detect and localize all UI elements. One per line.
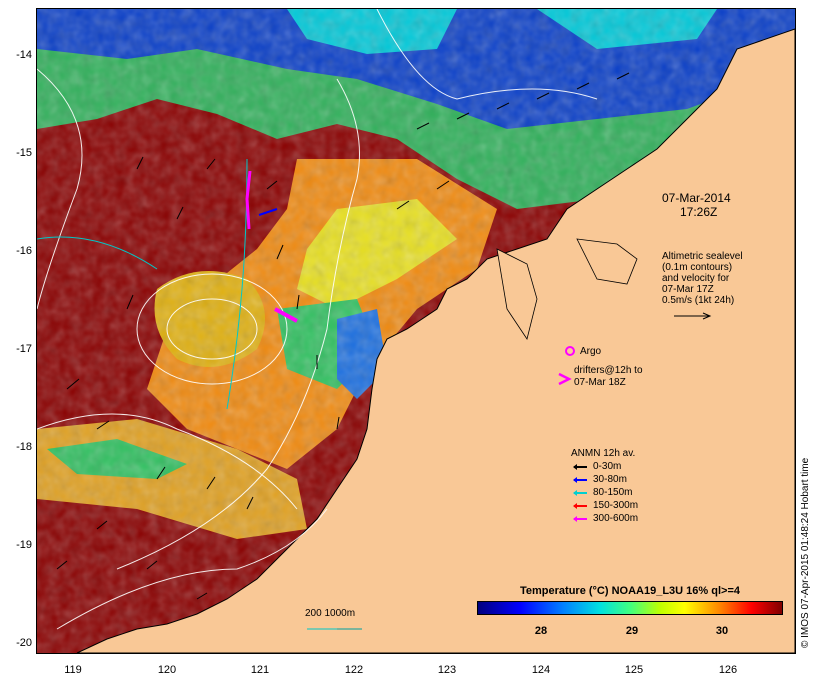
- colorbar-title: Temperature (°C) NOAA19_L3U 16% ql>=4: [520, 585, 740, 597]
- anmn-legend-title: ANMN 12h av.: [571, 448, 636, 459]
- x-tick-label: 121: [250, 664, 270, 676]
- altimetry-line: (0.1m contours): [662, 262, 733, 273]
- arrow-icon: [573, 490, 587, 496]
- velocity-scale-head: [702, 312, 712, 320]
- date-stamp: 07-Mar-2014: [662, 191, 731, 205]
- legend-item-label: 30-80m: [593, 474, 627, 485]
- contour-west: [37, 68, 83, 310]
- y-tick-label: -14: [16, 49, 32, 61]
- contour-south-2: [56, 508, 328, 630]
- imos-credit: © IMOS 07-Apr-2015 01:48:24 Hobart time: [800, 457, 811, 648]
- x-tick-label: 120: [157, 664, 177, 676]
- altimetry-line: 07-Mar 17Z: [662, 284, 714, 295]
- argo-marker: [565, 346, 575, 356]
- y-tick-label: -18: [16, 441, 32, 453]
- drifter-track-1: [245, 170, 252, 230]
- y-tick-label: -16: [16, 245, 32, 257]
- legend-item-300-600m: 300-600m: [573, 513, 639, 524]
- drifter-tracks: [245, 170, 298, 323]
- anmn-arrow-30-80m: [258, 208, 278, 216]
- legend-item-150-300m: 150-300m: [573, 500, 639, 511]
- legend-item-label: 80-150m: [593, 487, 633, 498]
- drifter-marker: [558, 372, 572, 386]
- colorbar-tick: 29: [625, 625, 639, 637]
- contour-eddy-1: [166, 298, 258, 360]
- legend-item-80-150m: 80-150m: [573, 487, 633, 498]
- arrow-icon: [573, 503, 587, 509]
- time-stamp: 17:26Z: [680, 205, 718, 219]
- legend-item-label: 300-600m: [593, 513, 639, 524]
- x-tick-label: 119: [64, 664, 82, 676]
- y-tick-label: -17: [16, 343, 32, 355]
- x-tick-label: 124: [531, 664, 551, 676]
- altimetry-line: and velocity for: [662, 273, 730, 284]
- contour-north: [376, 9, 598, 100]
- x-tick-label: 125: [624, 664, 644, 676]
- coastal-islands: [576, 238, 638, 285]
- sealevel-contours: [37, 9, 598, 630]
- arrow-icon: [573, 477, 587, 483]
- contour-main: [116, 78, 360, 570]
- sst-map-canvas: [37, 9, 795, 653]
- altimetry-line: 0.5m/s (1kt 24h): [662, 295, 735, 306]
- colorbar-tick: 30: [715, 625, 729, 637]
- x-tick-label: 126: [718, 664, 738, 676]
- argo-label: Argo: [580, 346, 602, 357]
- sst-map: [36, 8, 796, 654]
- drifters-label-2: 07-Mar 18Z: [574, 377, 626, 388]
- legend-item-0-30m: 0-30m: [573, 461, 622, 472]
- x-tick-label: 123: [437, 664, 457, 676]
- y-tick-label: -19: [16, 539, 32, 551]
- arrow-icon: [573, 464, 587, 470]
- colorbar-tick: 28: [534, 625, 548, 637]
- isobath-1000m: [37, 236, 158, 270]
- king-sound-coast: [496, 248, 538, 340]
- isobath-label: 200 1000m: [305, 608, 356, 619]
- contour-eddy-2: [136, 273, 288, 385]
- altimetry-note: Altimetric sealevel (0.1m contours) and …: [662, 251, 743, 306]
- legend-item-label: 0-30m: [593, 461, 622, 472]
- temperature-colorbar: [477, 601, 783, 615]
- y-tick-label: -20: [16, 637, 32, 649]
- contour-south: [37, 413, 298, 510]
- legend-item-label: 150-300m: [593, 500, 639, 511]
- x-tick-label: 122: [344, 664, 364, 676]
- australia-landmass: [76, 28, 795, 653]
- velocity-arrows: [56, 72, 630, 600]
- drifters-label-1: drifters@12h to: [574, 365, 643, 376]
- drifter-track-2: [274, 307, 298, 323]
- legend-item-30-80m: 30-80m: [573, 474, 627, 485]
- arrow-icon: [573, 516, 587, 522]
- altimetry-line: Altimetric sealevel: [662, 251, 743, 262]
- y-tick-label: -15: [16, 147, 32, 159]
